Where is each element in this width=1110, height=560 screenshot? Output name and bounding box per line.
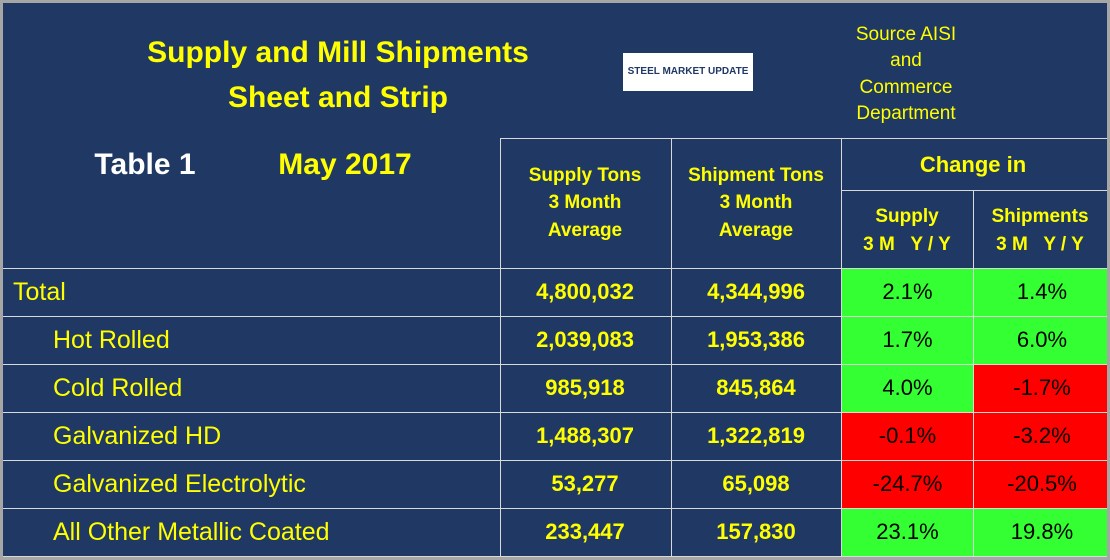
- change-cell: [974, 365, 1107, 412]
- change-value: 6.0%: [1016, 327, 1068, 352]
- shipments-value: 845,864: [716, 375, 796, 400]
- grid-line: [841, 190, 1107, 191]
- supply-value: 233,447: [545, 519, 625, 544]
- grid-line: [500, 138, 1107, 139]
- column-header: Supply: [875, 205, 939, 227]
- change-cell: [974, 317, 1107, 364]
- shipments-value: 1,322,819: [707, 423, 805, 448]
- shipments-value: 65,098: [722, 471, 790, 496]
- shipments-value: 4,344,996: [707, 279, 805, 304]
- row-label: Total: [13, 277, 66, 306]
- change-value: 2.1%: [882, 279, 933, 304]
- change-value: 1.7%: [882, 327, 933, 352]
- row-label: Cold Rolled: [53, 373, 183, 402]
- grid-line: [3, 364, 1107, 365]
- supply-value: 985,918: [545, 375, 625, 400]
- source: Department: [856, 103, 956, 124]
- change-value: 4.0%: [882, 375, 933, 400]
- column-group-header: Change in: [919, 152, 1027, 177]
- change-cell: [842, 269, 973, 316]
- column-header: 3 Month: [548, 192, 622, 213]
- source: Commerce: [859, 76, 953, 98]
- grid-line: [3, 412, 1107, 413]
- change-value: 1.4%: [1016, 279, 1068, 304]
- change-cell: [974, 413, 1107, 460]
- title: Supply and Mill Shipments: [147, 36, 529, 69]
- column-header: 3 Month: [719, 192, 793, 213]
- change-value: -0.1%: [878, 423, 937, 448]
- column-header: 3 M Y / Y: [996, 233, 1084, 255]
- supply-value: 2,039,083: [536, 327, 634, 352]
- column-header: Shipments: [991, 205, 1089, 227]
- change-value: -1.7%: [1013, 375, 1071, 400]
- change-cell: [842, 317, 973, 364]
- row-label: Galvanized HD: [53, 421, 222, 450]
- grid-line: [500, 138, 501, 557]
- grid-line: [3, 460, 1107, 461]
- table-label: Table 1: [94, 148, 196, 181]
- grid-line: [3, 268, 1107, 269]
- logo: STEEL MARKET UPDATE: [627, 66, 749, 77]
- grid-line: [671, 138, 672, 557]
- change-value: -24.7%: [872, 471, 943, 496]
- column-header: Supply Tons: [528, 164, 642, 186]
- source: Source AISI: [855, 23, 957, 45]
- row-label: All Other Metallic Coated: [53, 517, 330, 546]
- change-value: -20.5%: [1007, 471, 1077, 496]
- grid-line: [841, 138, 842, 557]
- grid-line: [973, 190, 974, 557]
- supply-value: 4,800,032: [536, 279, 634, 304]
- change-cell: [842, 509, 973, 556]
- grid-line: [3, 508, 1107, 509]
- date: May 2017: [278, 148, 412, 181]
- change-cell: [842, 365, 973, 412]
- source: and: [890, 50, 922, 71]
- title: Sheet and Strip: [227, 81, 449, 114]
- change-cell: [842, 413, 973, 460]
- change-value: 19.8%: [1010, 519, 1074, 544]
- row-label: Hot Rolled: [53, 325, 170, 354]
- grid-line: [3, 316, 1107, 317]
- shipments-value: 1,953,386: [707, 327, 805, 352]
- change-value: -3.2%: [1013, 423, 1071, 448]
- row-label: Galvanized Electrolytic: [53, 469, 306, 498]
- shipments-value: 157,830: [716, 519, 796, 544]
- change-cell: [974, 461, 1107, 508]
- column-header: Average: [718, 219, 794, 241]
- column-header: Shipment Tons: [688, 164, 824, 186]
- supply-value: 53,277: [551, 471, 619, 496]
- grid-line: [3, 556, 1107, 557]
- change-value: 23.1%: [876, 519, 939, 544]
- change-cell: [974, 269, 1107, 316]
- change-cell: [842, 461, 973, 508]
- column-header: Average: [547, 219, 623, 241]
- column-header: 3 M Y / Y: [863, 233, 951, 255]
- supply-value: 1,488,307: [536, 423, 634, 448]
- change-cell: [974, 509, 1107, 556]
- logo-box: [623, 53, 753, 91]
